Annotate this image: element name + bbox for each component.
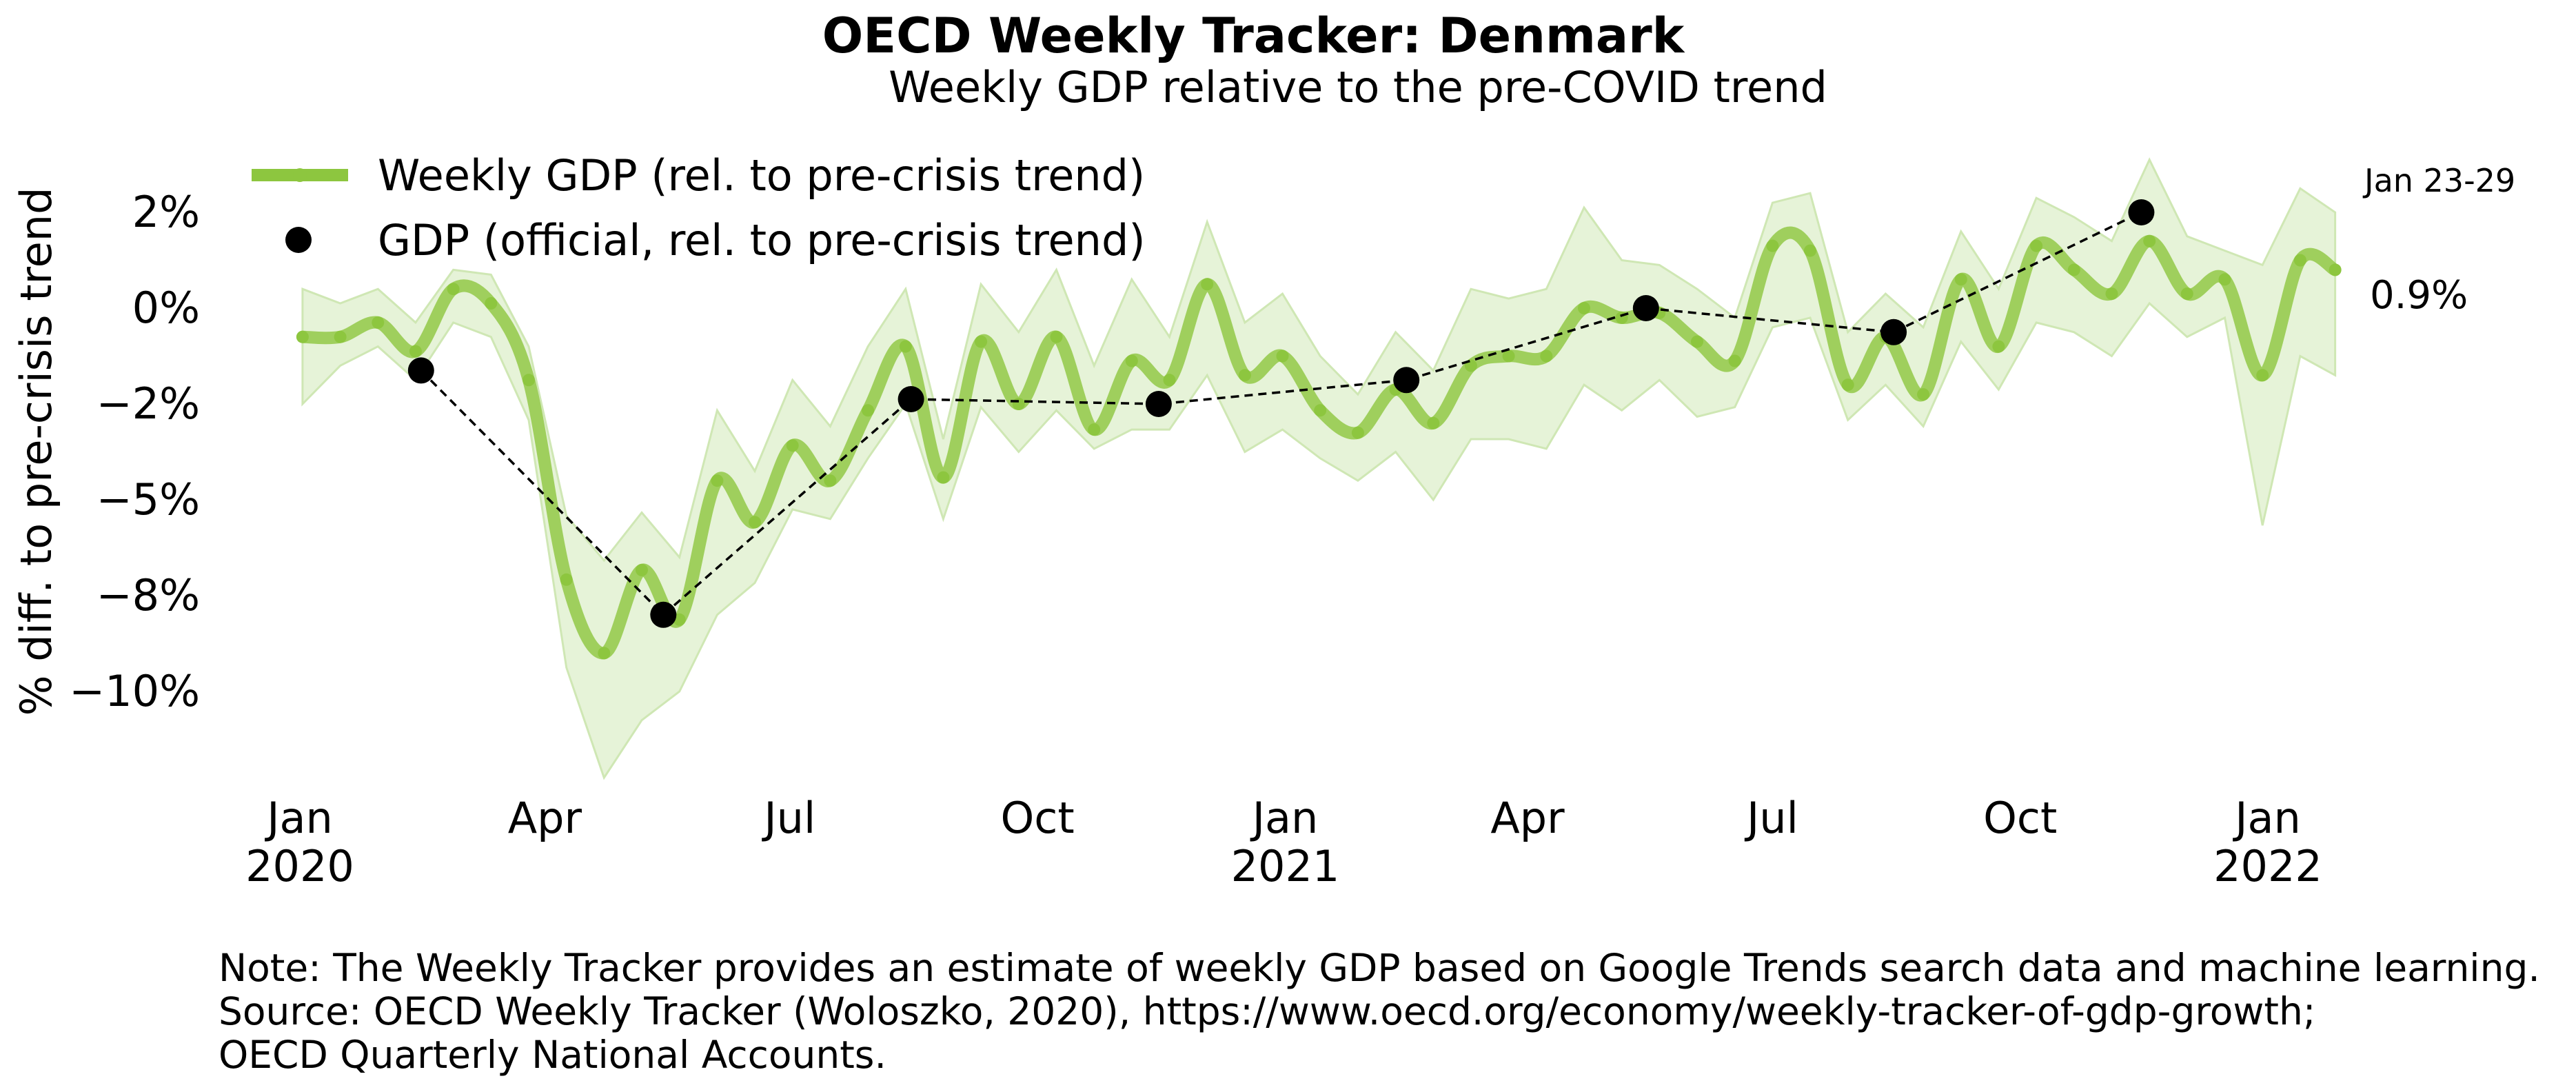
weekly-gdp-point <box>862 404 875 417</box>
legend-weekly-marker <box>293 168 307 182</box>
weekly-gdp-point <box>1351 426 1364 439</box>
weekly-gdp-point <box>1578 302 1590 314</box>
weekly-gdp-point <box>1201 278 1214 291</box>
x-tick-label: Jul <box>761 793 815 843</box>
weekly-gdp-point <box>1804 244 1816 257</box>
weekly-gdp-point <box>2256 369 2269 382</box>
official-gdp-layer <box>407 199 2155 628</box>
last-week-annotation: Jan 23-29 <box>2362 162 2515 199</box>
y-axis-label: % diff. to pre-crisis trend <box>11 188 61 716</box>
weekly-gdp-point <box>1427 416 1440 429</box>
weekly-gdp-point <box>372 316 385 329</box>
y-tick-label: −10% <box>69 666 200 716</box>
weekly-gdp-point <box>2067 263 2080 276</box>
weekly-gdp-point <box>1766 239 1779 252</box>
y-tick-label: 2% <box>132 187 200 237</box>
legend-official-marker <box>285 227 312 253</box>
footnote-source: Source: OECD Weekly Tracker (Woloszko, 2… <box>219 989 2315 1033</box>
weekly-gdp-point <box>1088 423 1101 436</box>
x-tick-label: Jan <box>264 793 333 843</box>
x-tick-label: Jul <box>1744 793 1798 843</box>
weekly-gdp-point <box>975 335 988 348</box>
footnote-source-continued: OECD Quarterly National Accounts. <box>219 1033 886 1077</box>
weekly-gdp-point <box>636 563 648 576</box>
weekly-gdp-point <box>560 573 573 586</box>
weekly-gdp-point <box>1314 404 1327 417</box>
weekly-gdp-point <box>1841 378 1854 392</box>
weekly-gdp-point <box>1050 330 1063 343</box>
weekly-gdp-point <box>2180 287 2193 301</box>
official-gdp-point <box>1145 391 1172 417</box>
x-tick-label: Oct <box>1983 793 2057 843</box>
x-tick-label: Jan <box>1250 793 1319 843</box>
official-gdp-point <box>2128 199 2155 225</box>
x-tick-year-label: 2020 <box>245 841 354 891</box>
weekly-gdp-point <box>1012 398 1025 410</box>
weekly-gdp-point <box>2218 273 2231 286</box>
weekly-gdp-point <box>447 283 460 296</box>
weekly-gdp-point <box>749 516 761 529</box>
weekly-gdp-point <box>296 330 309 343</box>
y-axis-ticks: 2% 0% −2% −5% −8% −10% <box>69 187 200 716</box>
weekly-gdp-point <box>786 439 799 452</box>
weekly-gdp-point <box>673 613 686 626</box>
chart-subtitle: Weekly GDP relative to the pre-COVID tre… <box>889 62 1827 112</box>
x-tick-year-label: 2022 <box>2213 841 2322 891</box>
y-tick-label: −2% <box>97 378 200 429</box>
official-gdp-point <box>650 601 677 628</box>
x-tick-label: Apr <box>508 793 582 843</box>
x-tick-label: Jan <box>2232 793 2301 843</box>
weekly-gdp-point <box>334 330 347 343</box>
weekly-gdp-point <box>1238 369 1251 382</box>
weekly-gdp-point <box>1276 350 1289 363</box>
weekly-gdp-point <box>1728 354 1741 367</box>
weekly-gdp-point <box>1954 273 1967 286</box>
weekly-line-layer <box>296 226 2342 660</box>
weekly-gdp-point <box>824 474 837 487</box>
weekly-gdp-point <box>1540 350 1553 363</box>
y-tick-label: −5% <box>97 474 200 525</box>
weekly-gdp-point <box>1691 335 1703 348</box>
official-gdp-point <box>1393 367 1420 394</box>
weekly-gdp-point <box>1992 340 2005 353</box>
footnote-note: Note: The Weekly Tracker provides an est… <box>219 946 2540 990</box>
x-tick-year-label: 2021 <box>1231 841 1340 891</box>
weekly-gdp-point <box>2143 234 2156 247</box>
y-tick-label: 0% <box>132 283 200 333</box>
weekly-gdp-point <box>711 474 724 487</box>
last-value-annotation: 0.9% <box>2370 273 2468 318</box>
weekly-gdp-point <box>2329 263 2342 276</box>
weekly-gdp-point <box>899 340 912 353</box>
weekly-gdp-point <box>409 345 422 358</box>
weekly-gdp-point <box>2293 254 2306 267</box>
weekly-gdp-point <box>1163 374 1176 387</box>
x-tick-label: Oct <box>1000 793 1074 843</box>
weekly-gdp-point <box>2030 239 2043 252</box>
legend-official-label: GDP (official, rel. to pre-crisis trend) <box>378 215 1146 265</box>
weekly-gdp-point <box>1917 388 1930 401</box>
official-gdp-point <box>1632 295 1659 321</box>
weekly-gdp-point <box>485 297 498 310</box>
weekly-gdp-point <box>2105 287 2118 301</box>
weekly-gdp-point <box>598 647 611 660</box>
weekly-gdp-point <box>1502 350 1515 363</box>
legend: Weekly GDP (rel. to pre-crisis trend) GD… <box>252 150 1146 265</box>
weekly-gdp-point <box>523 374 535 387</box>
y-tick-label: −8% <box>97 570 200 620</box>
weekly-gdp-point <box>1125 354 1138 367</box>
official-gdp-point <box>897 386 924 412</box>
official-gdp-point <box>407 357 434 384</box>
chart-title: OECD Weekly Tracker: Denmark <box>822 8 1685 64</box>
legend-weekly-label: Weekly GDP (rel. to pre-crisis trend) <box>378 150 1145 201</box>
weekly-gdp-point <box>937 471 950 484</box>
x-tick-label: Apr <box>1490 793 1565 843</box>
official-gdp-point <box>1880 318 1907 345</box>
